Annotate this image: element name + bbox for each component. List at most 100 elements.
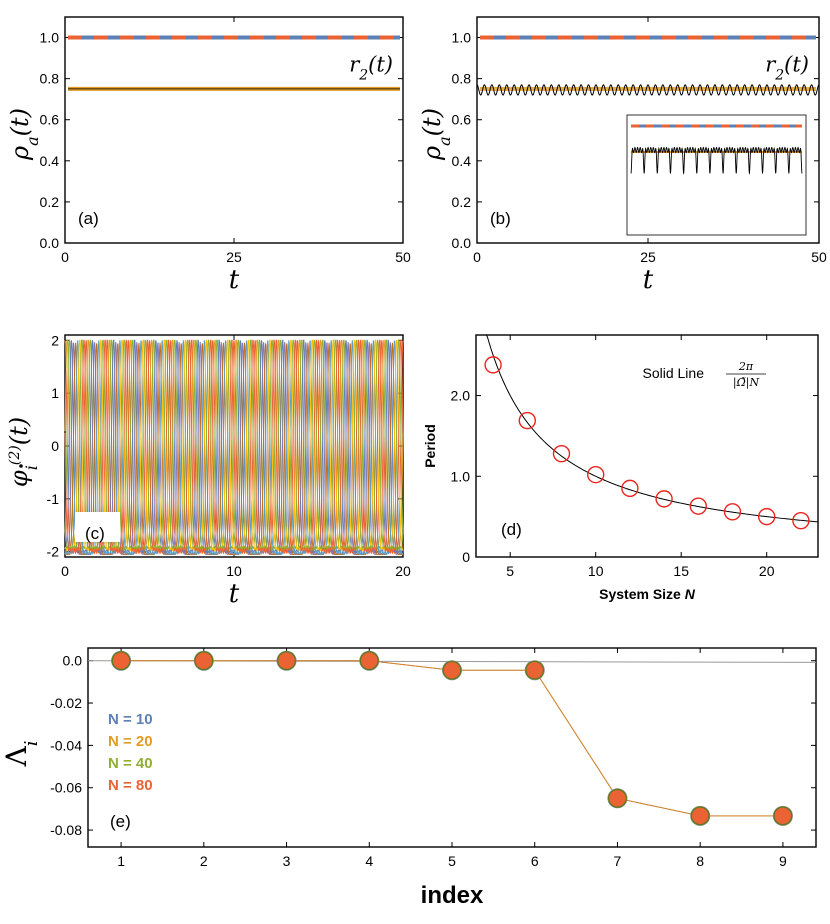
x-tick-label: 25 bbox=[226, 249, 242, 265]
data-point bbox=[723, 503, 742, 521]
y-tick-label: 0.4 bbox=[40, 153, 60, 169]
x-tick-label: 3 bbox=[283, 853, 291, 869]
x-axis-label: t bbox=[229, 265, 240, 295]
data-point bbox=[552, 444, 571, 463]
y-tick-label: 0.4 bbox=[452, 153, 472, 169]
x-tick-label: 8 bbox=[696, 853, 704, 869]
y-tick-label: 0.2 bbox=[40, 194, 60, 210]
y-tick-label: -0.06 bbox=[50, 780, 82, 796]
x-tick-label: 9 bbox=[779, 853, 787, 869]
fit-curve bbox=[476, 334, 819, 523]
x-tick-label: 1 bbox=[117, 853, 125, 869]
data-point bbox=[518, 411, 536, 430]
y-tick-label: 0 bbox=[51, 438, 59, 454]
marker-red bbox=[194, 651, 214, 671]
y-tick-label: 2 bbox=[51, 332, 59, 348]
x-tick-label: 20 bbox=[395, 563, 411, 579]
data-point bbox=[689, 497, 707, 515]
marker-red bbox=[525, 660, 545, 680]
phi-dot bbox=[19, 464, 23, 468]
panel-d: 0 1.0 2.0 5 10 15 20 (d) Solid Line 2π |Ω̃|N System… bbox=[422, 334, 819, 602]
marker-red bbox=[359, 651, 379, 671]
x-tick-label: 5 bbox=[448, 853, 456, 869]
annotation-r2: r2(t) bbox=[765, 52, 809, 83]
x-tick-label: 0 bbox=[61, 563, 69, 579]
panel-a-frame bbox=[64, 16, 404, 244]
marker-red bbox=[111, 651, 131, 671]
y-tick-label: -0.08 bbox=[50, 822, 82, 838]
x-tick-label: 50 bbox=[811, 249, 827, 265]
panel-d-frame bbox=[475, 334, 819, 558]
x-tick-label: 7 bbox=[614, 853, 622, 869]
marker-red bbox=[442, 660, 462, 680]
y-tick-label: 0.0 bbox=[40, 235, 60, 251]
oscillator-curve-10 bbox=[64, 339, 404, 553]
panel-label-e: (e) bbox=[110, 812, 131, 831]
y-tick-label: -0.02 bbox=[50, 695, 82, 711]
legend-entry-orange: N = 20 bbox=[108, 733, 153, 750]
y-axis-label: Λi bbox=[0, 741, 42, 768]
y-tick-label: -2 bbox=[47, 544, 60, 560]
panel-b: 0.0 0.2 0.4 0.6 0.8 1.0 0 25 50 r2(t) (b) t ρa(t) bbox=[418, 16, 827, 295]
legend-entry-blue: N = 10 bbox=[108, 711, 153, 728]
x-axis-label: System Size N bbox=[599, 586, 696, 602]
y-tick-label: -0.04 bbox=[50, 737, 82, 753]
series-line-orange bbox=[121, 660, 783, 817]
x-tick-label: 2 bbox=[200, 853, 208, 869]
y-axis-label: Period bbox=[422, 424, 438, 468]
x-tick-label: 15 bbox=[673, 563, 689, 579]
y-tick-label: 0.6 bbox=[452, 112, 472, 128]
y-tick-label: 1 bbox=[51, 385, 59, 401]
x-tick-label: 0 bbox=[473, 249, 481, 265]
panel-label-bg bbox=[75, 512, 120, 542]
x-tick-label: 25 bbox=[640, 249, 656, 265]
y-tick-label: 0.0 bbox=[452, 235, 472, 251]
y-tick-label: 1.0 bbox=[40, 30, 60, 46]
legend-entry-green: N = 40 bbox=[108, 755, 153, 772]
marker-red bbox=[608, 788, 627, 808]
x-tick-label: 50 bbox=[395, 249, 411, 265]
panel-label-b: (b) bbox=[490, 209, 511, 228]
legend-label: Solid Line bbox=[643, 365, 705, 381]
x-axis-label: t bbox=[643, 265, 654, 295]
data-point bbox=[792, 511, 810, 530]
annotation-r2: r2(t) bbox=[349, 52, 393, 83]
data-point bbox=[621, 479, 639, 498]
x-tick-label: 20 bbox=[759, 563, 775, 579]
x-tick-label: 0 bbox=[61, 249, 69, 265]
series-oscillation-black bbox=[476, 84, 820, 96]
inset-frame bbox=[626, 114, 807, 236]
panel-label-c: (c) bbox=[85, 524, 105, 543]
series-line-blue bbox=[121, 660, 783, 817]
marker-red bbox=[690, 806, 710, 826]
panel-a: 0.0 0.2 0.4 0.6 0.8 1.0 0 25 50 r2(t) (a) t ρa(t) bbox=[6, 16, 411, 295]
y-tick-label: 0.8 bbox=[452, 71, 472, 87]
y-axis-label: ρa(t) bbox=[418, 108, 454, 161]
data-point bbox=[758, 507, 776, 526]
y-tick-label: 0.0 bbox=[63, 653, 83, 669]
y-tick-label: 1.0 bbox=[451, 468, 471, 484]
oscillator-curve-7 bbox=[64, 340, 404, 556]
panel-label-a: (a) bbox=[78, 209, 99, 228]
formula-denominator: |Ω̃|N bbox=[733, 376, 760, 390]
series-band-orange bbox=[480, 86, 816, 91]
formula-numerator: 2π bbox=[738, 360, 754, 373]
y-tick-label: 0.8 bbox=[40, 71, 60, 87]
x-axis-label: t bbox=[229, 579, 240, 609]
x-axis-label: index bbox=[421, 882, 484, 909]
y-axis-label: φi(2)(t) bbox=[5, 417, 41, 487]
inset-r2-black bbox=[630, 146, 803, 175]
y-axis-label: ρa(t) bbox=[6, 108, 42, 161]
y-tick-label: 0.6 bbox=[40, 112, 60, 128]
marker-red bbox=[773, 806, 793, 826]
y-tick-label: 1.0 bbox=[452, 30, 472, 46]
data-point bbox=[655, 490, 673, 508]
x-tick-label: 6 bbox=[531, 853, 539, 869]
series-line-red bbox=[121, 660, 783, 817]
data-point bbox=[587, 465, 605, 484]
y-tick-label: 0.2 bbox=[452, 194, 472, 210]
legend-entry-red: N = 80 bbox=[108, 777, 153, 794]
data-point bbox=[484, 356, 502, 374]
